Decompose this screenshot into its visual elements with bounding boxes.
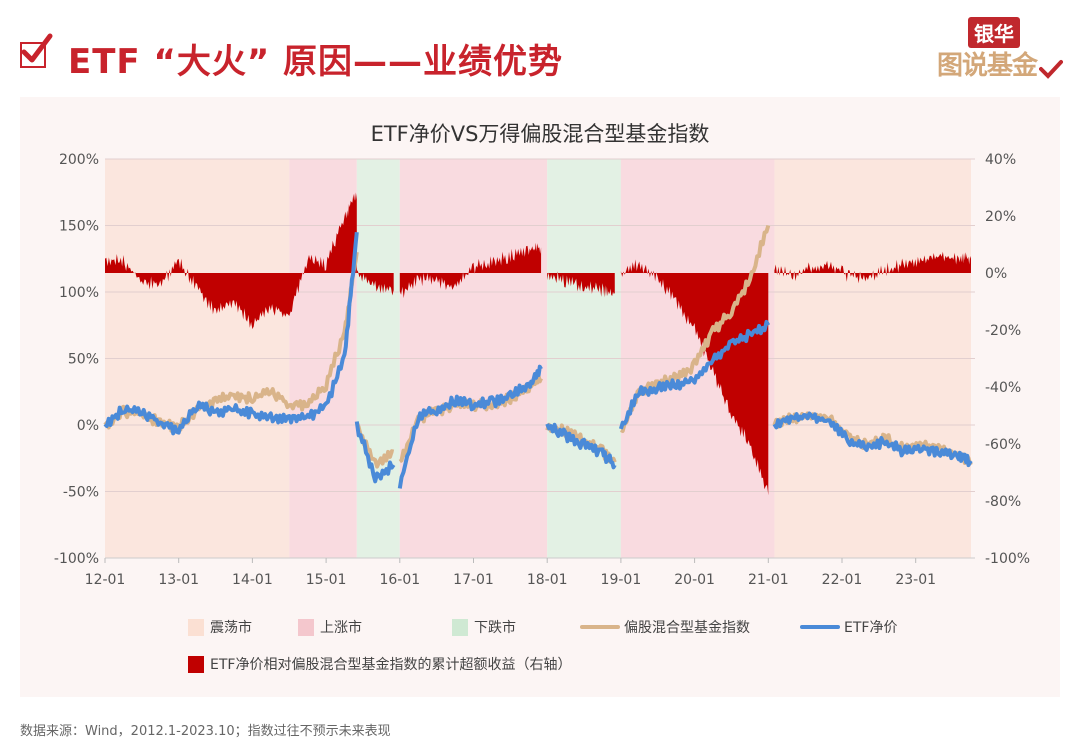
left-axis-tick: -100% xyxy=(54,551,99,567)
swatch-bull-icon xyxy=(298,618,314,636)
data-source-note: 数据来源：Wind，2012.1-2023.10；指数过往不预示未来表现 xyxy=(20,724,391,739)
chart-panel: ETF净价VS万得偏股混合型基金指数 200% 150% 100% 50% 0% -50%… xyxy=(20,97,1060,697)
legend-label: 上涨市 xyxy=(320,620,362,636)
excess-return-area xyxy=(105,192,971,496)
x-axis-tick: 16-01 xyxy=(379,572,420,588)
left-axis-tick: 100% xyxy=(59,285,99,301)
legend-excess: ETF净价相对偏股混合型基金指数的累计超额收益（右轴） xyxy=(188,654,571,674)
performance-lines xyxy=(103,224,973,489)
right-axis-tick: 20% xyxy=(985,209,1016,225)
x-axis-tick: 18-01 xyxy=(527,572,568,588)
chart-plot: 200% 150% 100% 50% 0% -50% -100% 40% 20% 0% -20% -4… xyxy=(54,152,1030,588)
etf-line xyxy=(772,411,973,468)
line-etf-icon xyxy=(800,625,840,629)
legend-label: 偏股混合型基金指数 xyxy=(624,620,750,636)
legend-bull: 上涨市 xyxy=(298,617,362,637)
right-axis-tick: -20% xyxy=(985,323,1021,339)
etf-line xyxy=(103,232,359,436)
chart-title: ETF净价VS万得偏股混合型基金指数 xyxy=(370,122,710,146)
right-axis-tick: -80% xyxy=(985,494,1021,510)
x-axis-tick: 20-01 xyxy=(674,572,715,588)
right-axis-tick: -100% xyxy=(985,551,1030,567)
x-axis-tick: 17-01 xyxy=(453,572,494,588)
left-axis-tick: 150% xyxy=(59,219,99,235)
x-axis-tick: 13-01 xyxy=(158,572,199,588)
etf-line xyxy=(354,421,396,484)
x-axis-tick: 19-01 xyxy=(601,572,642,588)
excess-area-segment xyxy=(399,242,542,299)
etf-line xyxy=(545,422,617,470)
excess-area-segment xyxy=(774,251,971,284)
etf-line xyxy=(397,364,543,489)
excess-area-segment xyxy=(547,271,615,298)
logo-tagline: 图说基金 xyxy=(937,51,1038,81)
checkbox-icon xyxy=(20,33,53,68)
swatch-oscillating-icon xyxy=(188,618,204,636)
x-axis-tick: 21-01 xyxy=(748,572,789,588)
legend-oscillating: 震荡市 xyxy=(188,617,252,637)
left-axis-tick: -50% xyxy=(63,485,99,501)
legend-label: 震荡市 xyxy=(210,620,252,636)
excess-area-segment xyxy=(105,192,357,330)
page-title: ETF “大火” 原因——业绩优势 xyxy=(68,42,564,82)
line-index-icon xyxy=(580,625,620,629)
excess-area-segment xyxy=(620,259,769,496)
x-axis-tick: 14-01 xyxy=(232,572,273,588)
x-axis-tick: 12-01 xyxy=(85,572,126,588)
x-axis-tick: 23-01 xyxy=(895,572,936,588)
right-axis-tick: -60% xyxy=(985,437,1021,453)
right-axis-tick: -40% xyxy=(985,380,1021,396)
page-header: ETF “大火” 原因——业绩优势 银华 图说基金 xyxy=(0,0,1080,95)
legend-label: ETF净价相对偏股混合型基金指数的累计超额收益（右轴） xyxy=(210,657,572,673)
legend-etf: ETF净价 xyxy=(800,617,897,637)
left-axis-tick: 50% xyxy=(68,352,99,368)
brand-logo: 银华 图说基金 xyxy=(935,15,1065,85)
legend-label: 下跌市 xyxy=(474,620,516,636)
excess-area-segment xyxy=(356,269,394,296)
axes: 200% 150% 100% 50% 0% -50% -100% 40% 20% 0% -20% -4… xyxy=(54,152,1030,588)
logo-check-icon xyxy=(1039,60,1063,79)
swatch-excess-icon xyxy=(188,655,204,673)
logo-brand-text: 银华 xyxy=(968,17,1020,48)
etf-line xyxy=(618,319,771,430)
right-axis-tick: 0% xyxy=(985,266,1007,282)
legend-bear: 下跌市 xyxy=(452,617,516,637)
right-axis-tick: 40% xyxy=(985,152,1016,168)
x-axis-tick: 22-01 xyxy=(822,572,863,588)
x-axis-tick: 15-01 xyxy=(306,572,347,588)
left-axis-tick: 0% xyxy=(77,418,99,434)
legend-index: 偏股混合型基金指数 xyxy=(580,617,750,637)
swatch-bear-icon xyxy=(452,618,468,636)
legend-label: ETF净价 xyxy=(844,620,898,636)
left-axis-tick: 200% xyxy=(59,152,99,168)
